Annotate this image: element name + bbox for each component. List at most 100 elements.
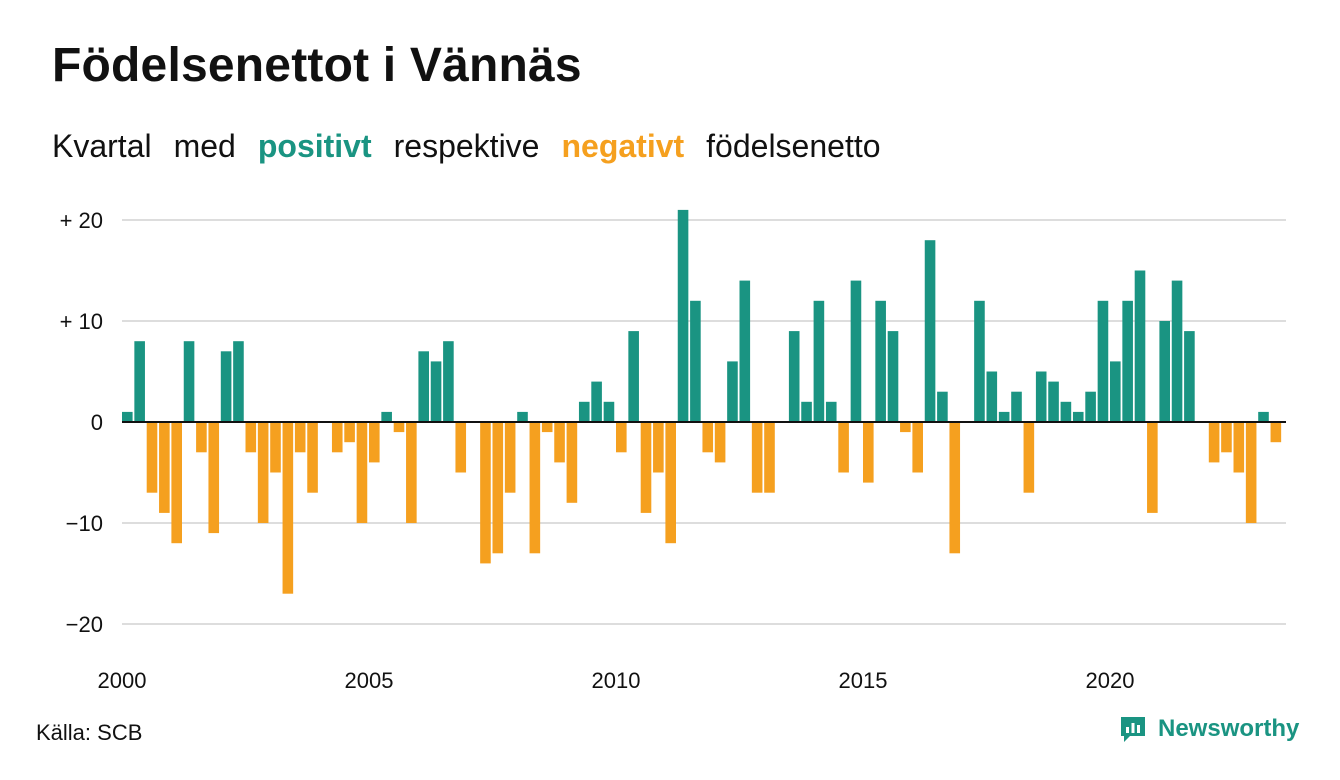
bar-negative	[665, 422, 676, 544]
axes: + 20 + 10 0 −10 −20 2000 2005 2010 2015 2020	[60, 208, 1286, 693]
bar-negative	[554, 422, 565, 463]
bar-negative	[196, 422, 207, 453]
bar-positive	[690, 300, 701, 422]
bar-negative	[764, 422, 775, 493]
bar-negative	[257, 422, 269, 523]
bar-negative	[714, 422, 726, 463]
x-tick-label: 2015	[839, 668, 888, 693]
bar-negative	[208, 422, 220, 534]
bar-positive	[739, 280, 751, 422]
bar-positive	[1184, 331, 1195, 422]
bar-positive	[801, 401, 812, 422]
bar-negative	[406, 422, 417, 523]
bar-positive	[727, 361, 738, 422]
bar-positive	[1035, 371, 1047, 422]
bar-negative	[863, 422, 874, 483]
bar-positive	[381, 411, 392, 422]
bar-positive	[1159, 321, 1170, 422]
bar-positive	[875, 300, 886, 422]
subtitle-negative: negativt	[561, 128, 685, 164]
bar-positive	[1072, 411, 1084, 422]
source-note: Källa: SCB	[36, 720, 143, 745]
bar-negative	[1023, 422, 1035, 493]
bar-negative	[344, 422, 355, 443]
subtitle-part-kvartal: Kvartal	[52, 128, 152, 164]
bar-positive	[1258, 411, 1269, 422]
bar-negative	[1245, 422, 1257, 523]
subtitle-part-fodelsenetto: födelsenetto	[706, 128, 881, 164]
bar-negative	[640, 422, 652, 513]
bar-positive	[1097, 300, 1109, 422]
bar-positive	[220, 351, 232, 422]
bar-negative	[331, 422, 343, 453]
bar-negative	[900, 422, 911, 433]
bar-negative	[146, 422, 158, 493]
bar-positive	[1171, 280, 1183, 422]
bar-negative	[1270, 422, 1282, 443]
bar-positive	[1060, 401, 1072, 422]
bar-negative	[159, 422, 170, 513]
bar-negative	[751, 422, 763, 493]
chart-title: Födelsenettot i Vännäs	[52, 39, 582, 92]
x-tick-label: 2010	[592, 668, 641, 693]
bar-positive	[443, 341, 454, 422]
x-tick-label: 2020	[1086, 668, 1135, 693]
bar-negative	[245, 422, 257, 453]
brand-name: Newsworthy	[1158, 715, 1300, 742]
bar-positive	[183, 341, 195, 422]
bar-positive	[813, 300, 825, 422]
bar-positive	[122, 411, 133, 422]
bar-negative	[529, 422, 541, 554]
bar-positive	[924, 240, 936, 422]
bar-positive	[974, 300, 985, 422]
bar-positive	[517, 411, 528, 422]
x-tick-label: 2005	[345, 668, 394, 693]
subtitle-positive: positivt	[257, 128, 372, 164]
bar-negative	[492, 422, 504, 554]
bar-negative	[566, 422, 578, 503]
brand-logo: Newsworthy	[1118, 714, 1299, 744]
bar-negative	[1233, 422, 1245, 473]
bar-positive	[850, 280, 862, 422]
bar-negative	[702, 422, 714, 453]
bar-positive	[677, 209, 689, 422]
y-tick-label: 0	[91, 410, 103, 435]
bar-chart: + 20 + 10 0 −10 −20 2000 2005 2010 2015 2020	[60, 208, 1286, 693]
bar-negative	[369, 422, 380, 463]
bar-positive	[578, 401, 590, 422]
bar-positive	[233, 341, 244, 422]
y-tick-label: + 10	[60, 309, 103, 334]
y-tick-label: −10	[66, 511, 103, 536]
bar-negative	[455, 422, 467, 473]
bar-negative	[912, 422, 923, 473]
bar-negative	[1208, 422, 1220, 463]
chart-subtitle: Kvartal med positivt respektive negativt föde…	[52, 128, 903, 165]
bar-negative	[171, 422, 182, 544]
y-tick-label: −20	[66, 612, 103, 637]
bar-positive	[1048, 381, 1059, 422]
bars	[122, 209, 1282, 594]
bar-negative	[949, 422, 961, 554]
y-tick-label: + 20	[60, 208, 103, 233]
bar-positive	[998, 411, 1010, 422]
bar-positive	[134, 341, 145, 422]
bar-negative	[541, 422, 553, 433]
subtitle-part-respektive: respektive	[393, 128, 540, 164]
bar-negative	[616, 422, 627, 453]
bar-positive	[628, 331, 639, 422]
bar-positive	[430, 361, 442, 422]
bar-negative	[282, 422, 294, 594]
bar-negative	[307, 422, 318, 493]
bar-negative	[1221, 422, 1232, 453]
bar-negative	[270, 422, 281, 473]
gridlines	[122, 219, 1286, 625]
bar-positive	[1011, 391, 1022, 422]
bar-positive	[887, 331, 899, 422]
bar-positive	[1122, 300, 1133, 422]
bar-negative	[356, 422, 368, 523]
bar-negative	[653, 422, 664, 473]
bar-positive	[986, 371, 998, 422]
bar-negative	[1147, 422, 1158, 513]
bar-positive	[788, 331, 800, 422]
bar-negative	[504, 422, 516, 493]
